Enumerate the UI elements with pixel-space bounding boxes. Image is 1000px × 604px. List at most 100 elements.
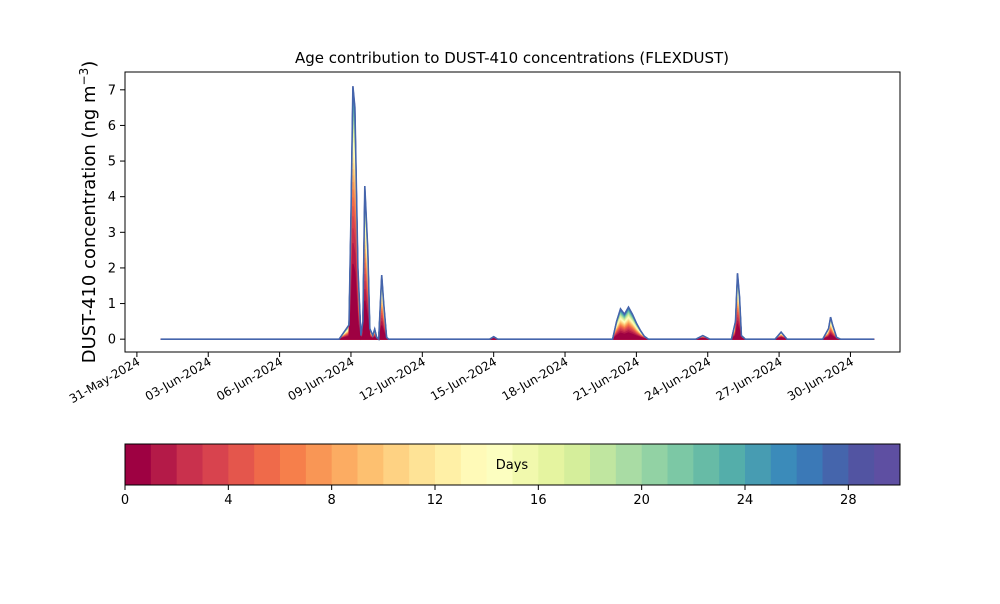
- colorbar-segment: [538, 444, 565, 485]
- y-tick-label: 5: [108, 155, 116, 170]
- colorbar-segment: [280, 444, 307, 485]
- series-age-bin-0: [160, 263, 875, 340]
- colorbar-segment: [176, 444, 203, 485]
- series-age-bin-3: [160, 216, 875, 340]
- colorbar-segment: [796, 444, 823, 485]
- colorbar-tick-label: 0: [121, 493, 129, 508]
- series-total-line: [160, 86, 875, 341]
- colorbar-tick-label: 20: [633, 493, 650, 508]
- colorbar-frame: [124, 443, 901, 486]
- series-age-bin-23: [160, 105, 875, 341]
- series-age-bin-25: [160, 99, 875, 341]
- colorbar-tick-label: 24: [737, 493, 754, 508]
- plot-frame: [124, 71, 901, 353]
- colorbar-segment: [383, 444, 410, 485]
- colorbar-segment: [486, 444, 513, 485]
- colorbar-segment: [693, 444, 720, 485]
- y-tick-label: 3: [108, 226, 116, 241]
- series-age-bin-4: [160, 206, 875, 341]
- series-age-bin-19: [160, 120, 875, 341]
- series-age-bin-29: [160, 86, 875, 341]
- x-tick-label: 27-Jun-2024: [714, 354, 785, 403]
- colorbar-label: Days: [496, 458, 529, 473]
- series-age-bin-13: [160, 147, 875, 341]
- y-axis-label-close: ): [79, 61, 100, 68]
- colorbar-tick-label: 16: [530, 493, 547, 508]
- y-axis-label: DUST-410 concentration (ng m−3): [77, 61, 100, 364]
- chart-title: Age contribution to DUST-410 concentrati…: [295, 49, 729, 67]
- series-age-bin-15: [160, 137, 875, 341]
- series-age-bin-26: [160, 95, 875, 341]
- x-tick-label: 09-Jun-2024: [285, 354, 356, 403]
- series-age-bin-14: [160, 142, 875, 341]
- series-age-bin-5: [160, 197, 875, 341]
- colorbar-segment: [331, 444, 358, 485]
- y-tick-label: 0: [108, 333, 116, 348]
- series-age-bin-27: [160, 92, 875, 341]
- x-axis: 31-May-2024 03-Jun-2024 06-Jun-2024 09-Jun-…: [67, 352, 856, 406]
- colorbar-segment: [254, 444, 281, 485]
- colorbar-segment: [745, 444, 772, 485]
- colorbar-segment: [357, 444, 384, 485]
- x-tick-label: 18-Jun-2024: [500, 354, 571, 403]
- series-age-bin-9: [160, 169, 875, 341]
- colorbar-segment: [202, 444, 229, 485]
- series-age-bin-11: [160, 157, 875, 341]
- y-tick-label: 6: [108, 119, 116, 134]
- series-age-bin-18: [160, 124, 875, 341]
- series-age-bin-17: [160, 129, 875, 341]
- series-age-bin-6: [160, 189, 875, 341]
- x-tick-label: 06-Jun-2024: [214, 354, 285, 403]
- y-axis: 0 1 2 3 4 5 6 7: [108, 83, 125, 348]
- colorbar-segment: [770, 444, 798, 485]
- colorbar: [124, 443, 901, 486]
- x-tick-label: 24-Jun-2024: [642, 354, 713, 403]
- x-tick-label: 30-Jun-2024: [785, 354, 856, 403]
- colorbar-segment: [615, 444, 643, 485]
- series-age-bin-24: [160, 102, 875, 341]
- series-age-bin-1: [160, 242, 875, 341]
- colorbar-segment: [435, 444, 462, 485]
- series-age-bin-20: [160, 116, 875, 341]
- y-tick-label: 2: [108, 261, 116, 276]
- series-age-bin-12: [160, 152, 875, 341]
- y-tick-label: 7: [108, 83, 116, 98]
- colorbar-tick-label: 28: [840, 493, 857, 508]
- plot-series-group: [160, 86, 875, 341]
- series-age-bin-10: [160, 163, 875, 341]
- y-tick-label: 1: [108, 297, 116, 312]
- series-age-bin-21: [160, 113, 875, 341]
- colorbar-segment: [667, 444, 694, 485]
- colorbar-segment: [305, 444, 333, 485]
- series-age-bin-16: [160, 133, 875, 341]
- colorbar-segment: [409, 444, 436, 485]
- colorbar-tick-label: 12: [427, 493, 444, 508]
- series-age-bin-7: [160, 182, 875, 341]
- colorbar-segment: [848, 444, 875, 485]
- y-axis-label-main: DUST-410 concentration (ng m: [79, 85, 100, 363]
- y-tick-label: 4: [108, 190, 116, 205]
- colorbar-tick-label: 4: [224, 493, 232, 508]
- colorbar-segment: [590, 444, 617, 485]
- colorbar-segment: [125, 444, 152, 485]
- colorbar-segment: [564, 444, 591, 485]
- colorbar-segment: [228, 444, 255, 485]
- colorbar-segment: [874, 444, 901, 485]
- colorbar-segment: [719, 444, 746, 485]
- series-age-bin-8: [160, 175, 875, 341]
- series-age-bin-28: [160, 89, 875, 341]
- series-age-bin-22: [160, 109, 875, 341]
- colorbar-segment: [822, 444, 849, 485]
- colorbar-axis: 0 4 8 12 16 20 24 28: [121, 485, 857, 508]
- colorbar-segment: [641, 444, 668, 485]
- x-tick-label: 12-Jun-2024: [357, 354, 428, 403]
- x-tick-label: 15-Jun-2024: [428, 354, 499, 403]
- colorbar-tick-label: 8: [328, 493, 336, 508]
- colorbar-segment: [460, 444, 488, 485]
- series-age-bin-2: [160, 228, 875, 341]
- x-tick-label: 21-Jun-2024: [571, 354, 642, 403]
- x-tick-label: 03-Jun-2024: [143, 354, 214, 403]
- colorbar-segment: [150, 444, 178, 485]
